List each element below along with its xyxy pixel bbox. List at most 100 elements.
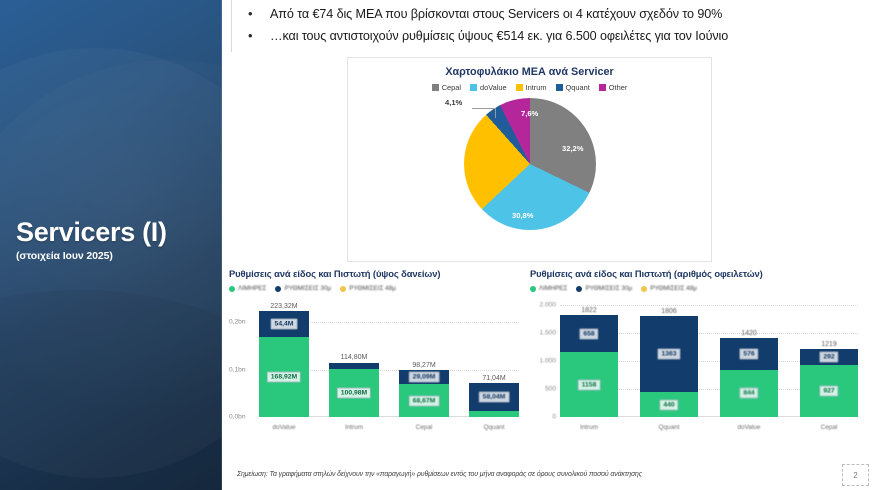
- y-tick-label: 0,0bn: [229, 413, 246, 421]
- x-axis-labels: doValue Intrum Cepal Qquant: [259, 424, 519, 431]
- bar-chart-title: Ρυθμίσεις ανά είδος και Πιστωτή (αριθμός…: [530, 268, 763, 279]
- x-tick-label: Intrum: [579, 424, 599, 431]
- bar-value-label: 1158: [577, 379, 601, 391]
- bar-total-label: 223,32M: [270, 303, 298, 310]
- bar-value-label: 68,67M: [408, 395, 440, 407]
- legend-label: ΡΥΘΜΙΣΕΙΣ 30μ: [284, 285, 332, 292]
- legend-swatch-intrum: [515, 84, 523, 91]
- table-row: 71,04M 58,04M: [469, 303, 519, 417]
- title-sidebar: Servicers (I) (στοιχεία Ιουν 2025): [0, 0, 222, 490]
- legend-item: ΡΥΘΜΙΣΕΙΣ 48μ: [641, 285, 697, 292]
- bar-plot-area: 2.000 1.500 1.000 500 0 1822 658 1158: [530, 301, 860, 431]
- legend-label: Other: [608, 83, 628, 92]
- table-row: 1420 576 844: [720, 303, 778, 417]
- bar-segment-navy: 1363: [640, 316, 698, 393]
- bar-segment-green: 1158: [560, 352, 618, 417]
- pie-graphic: [463, 98, 596, 230]
- pie-leader-line: [472, 108, 496, 109]
- bar-chart-title: Ρυθμίσεις ανά είδος και Πιστωτή (ύψος δα…: [229, 268, 441, 279]
- bar-segment-green: 168,92M: [259, 336, 309, 417]
- table-row: 1219 292 927: [800, 303, 858, 417]
- page-title: Servicers (I): [16, 217, 167, 247]
- bar-total-label: 1806: [661, 308, 677, 315]
- pie-label-intrum: 25,4%: [443, 163, 465, 172]
- sidebar-glow: [0, 60, 222, 420]
- legend-item: ΡΥΘΜΙΣΕΙΣ 30μ: [576, 285, 632, 292]
- bar-value-label: 1363: [657, 348, 681, 360]
- y-tick-label: 1.500: [539, 329, 556, 337]
- bar-value-label: 927: [819, 385, 839, 397]
- legend-label: ΛΙΜΗΡΕΣ: [238, 285, 267, 292]
- x-tick-label: doValue: [272, 424, 296, 431]
- bar-value-label: 58,04M: [478, 391, 510, 403]
- bullet-list: • Από τα €74 δις ΜΕΑ που βρίσκονται στου…: [243, 6, 868, 50]
- legend-swatch-green: [530, 285, 536, 292]
- pie-chart-title: Χαρτοφυλάκιο ΜΕΑ ανά Servicer: [445, 66, 614, 78]
- bar-segment-green: [469, 410, 519, 417]
- pie-label-other: 7,6%: [521, 109, 539, 118]
- pie-leader-line: [495, 108, 496, 118]
- bar-total-label: 98,27M: [412, 362, 436, 369]
- bar-segment-navy: 29,09M: [399, 370, 449, 385]
- table-row: 114,80M 100,98M: [329, 303, 379, 417]
- x-tick-label: doValue: [737, 424, 761, 431]
- bar-segment-navy: 576: [720, 337, 778, 370]
- legend-label: ΡΥΘΜΙΣΕΙΣ 48μ: [349, 285, 396, 292]
- gridline: [560, 333, 858, 334]
- bar-segment-navy: [329, 362, 379, 370]
- bar-group: 223,32M 54,4M 168,92M 114,80M 100,98M: [259, 303, 519, 417]
- x-tick-label: Intrum: [344, 424, 364, 431]
- pie-plot-area: 32,2% 30,8% 25,4% 4,1% 7,6%: [348, 92, 711, 242]
- legend-swatch-other: [598, 84, 606, 91]
- legend-label: ΡΥΘΜΙΣΕΙΣ 48μ: [650, 285, 697, 292]
- legend-item: ΛΙΜΗΡΕΣ: [530, 285, 567, 292]
- sidebar-edge: [221, 0, 222, 490]
- legend-swatch-dovalue: [470, 84, 478, 91]
- title-block: Servicers (I) (στοιχεία Ιουν 2025): [16, 217, 216, 263]
- table-row: 98,27M 29,09M 68,67M: [399, 303, 449, 417]
- legend-item: Cepal: [431, 83, 461, 92]
- bar-chart-legend: ΛΙΜΗΡΕΣ ΡΥΘΜΙΣΕΙΣ 30μ ΡΥΘΜΙΣΕΙΣ 48μ: [530, 285, 860, 292]
- bar-value-label: 844: [739, 387, 759, 399]
- pie-chart-card: Χαρτοφυλάκιο ΜΕΑ ανά Servicer Cepal doVa…: [347, 57, 712, 262]
- bar-segment-navy: 292: [800, 348, 858, 366]
- y-tick-label: 0,2bn: [229, 318, 246, 326]
- bar-segment-green: 100,98M: [329, 369, 379, 417]
- x-axis: [259, 416, 519, 417]
- legend-swatch-cepal: [431, 84, 439, 91]
- gridline: [259, 369, 519, 371]
- x-tick-label: Qquant: [658, 424, 680, 431]
- legend-label: Qquant: [565, 83, 590, 92]
- legend-item: Other: [598, 83, 628, 92]
- bar-chart-amounts: Ρυθμίσεις ανά είδος και Πιστωτή (ύψος δα…: [229, 268, 521, 453]
- bar-chart-legend: ΛΙΜΗΡΕΣ ΡΥΘΜΙΣΕΙΣ 30μ ΡΥΘΜΙΣΕΙΣ 48μ: [229, 285, 521, 292]
- bar-segment-navy: 54,4M: [259, 311, 309, 337]
- gridline: [259, 322, 519, 323]
- bar-value-label: 54,4M: [270, 318, 298, 330]
- legend-swatch-yellow: [641, 285, 648, 292]
- bar-value-label: 100,98M: [336, 387, 372, 399]
- legend-swatch-green: [229, 285, 235, 292]
- x-axis-labels: Intrum Qquant doValue Cepal: [560, 424, 858, 431]
- gridline: [560, 361, 858, 362]
- bar-value-label: 576: [739, 348, 759, 360]
- bar-value-label: 168,92M: [266, 371, 302, 383]
- bullet-marker: •: [248, 6, 253, 21]
- pie-label-dovalue: 30,8%: [512, 211, 534, 220]
- y-tick-label: 500: [544, 385, 556, 393]
- page-subtitle: (στοιχεία Ιουν 2025): [16, 250, 113, 263]
- bar-value-label: 29,09M: [408, 371, 440, 383]
- y-tick-label: 2.000: [539, 301, 556, 309]
- bar-total-label: 71,04M: [482, 375, 506, 382]
- legend-swatch-navy: [275, 285, 282, 292]
- x-tick-label: Qquant: [483, 424, 505, 431]
- legend-item: ΡΥΘΜΙΣΕΙΣ 48μ: [340, 285, 396, 292]
- bar-total-label: 1822: [581, 307, 597, 314]
- page-number-placeholder: 2: [842, 464, 869, 486]
- bullet-text: Από τα €74 δις ΜΕΑ που βρίσκονται στους …: [270, 7, 723, 21]
- legend-label: Intrum: [525, 83, 547, 92]
- legend-label: ΛΙΜΗΡΕΣ: [539, 285, 568, 292]
- footnote: Σημείωση: Τα γραφήματα στηλών δείχνουν τ…: [237, 471, 642, 478]
- bar-segment-green: 440: [640, 392, 698, 417]
